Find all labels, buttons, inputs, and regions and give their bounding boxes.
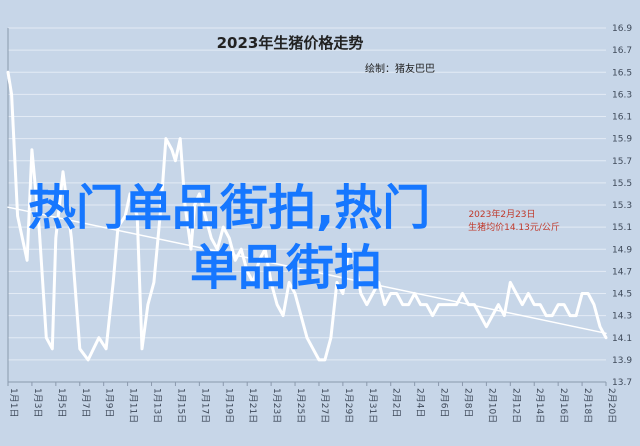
x-tick-label: 1月21日 bbox=[247, 388, 258, 423]
x-tick-label: 1月25日 bbox=[295, 388, 306, 423]
y-tick-label: 16.7 bbox=[612, 46, 632, 56]
x-tick-label: 1月9日 bbox=[104, 388, 115, 417]
axes bbox=[7, 28, 607, 386]
x-tick-label: 2月20日 bbox=[606, 388, 617, 423]
y-tick-label: 15.5 bbox=[612, 179, 632, 189]
x-tick-label: 2月18日 bbox=[582, 388, 593, 423]
y-tick-label: 15.3 bbox=[612, 201, 632, 211]
chart-title: 2023年生猪价格走势 bbox=[217, 34, 364, 52]
y-tick-label: 16.9 bbox=[612, 24, 632, 34]
y-tick-labels: 16.9 16.7 16.5 16.3 16.1 15.9 15.7 15.5 15.3 15.1… bbox=[612, 24, 632, 388]
y-tick-label: 16.3 bbox=[612, 90, 632, 100]
x-tick-label: 1月11日 bbox=[128, 388, 139, 423]
x-tick-label: 2月10日 bbox=[486, 388, 497, 423]
y-tick-label: 15.1 bbox=[612, 223, 632, 233]
y-tick-label: 14.7 bbox=[612, 267, 632, 277]
x-tick-label: 1月31日 bbox=[367, 388, 378, 423]
x-tick-label: 1月23日 bbox=[271, 388, 282, 423]
y-tick-label: 14.3 bbox=[612, 312, 632, 322]
annotation-line-2: 生猪均价14.13元/公斤 bbox=[468, 221, 560, 233]
x-tick-label: 1月5日 bbox=[56, 388, 67, 417]
x-tick-label: 1月13日 bbox=[152, 388, 163, 423]
x-tick-label: 1月17日 bbox=[199, 388, 210, 423]
x-tick-labels: 1月1日 1月3日 1月5日 1月7日 1月9日 1月11日 1月13日 1月15日 1月17日… bbox=[8, 388, 617, 423]
x-tick-label: 2月16日 bbox=[558, 388, 569, 423]
x-tick-label: 1月15日 bbox=[175, 388, 186, 423]
y-tick-label: 13.7 bbox=[612, 378, 632, 388]
overlay-watermark-line-2: 单品街拍 bbox=[190, 240, 382, 296]
x-tick-label: 1月19日 bbox=[223, 388, 234, 423]
x-tick-label: 1月3日 bbox=[32, 388, 43, 417]
y-tick-label: 13.9 bbox=[612, 356, 632, 366]
y-tick-label: 15.9 bbox=[612, 135, 632, 145]
y-tick-label: 16.5 bbox=[612, 68, 632, 78]
y-tick-label: 14.9 bbox=[612, 245, 632, 255]
x-tick-label: 1月27日 bbox=[319, 388, 330, 423]
price-series-line bbox=[6, 70, 608, 362]
annotation-line-1: 2023年2月23日 bbox=[468, 208, 535, 220]
x-tick-label: 2月8日 bbox=[462, 388, 473, 417]
trend-line bbox=[7, 206, 607, 335]
x-tick-label: 2月14日 bbox=[534, 388, 545, 423]
y-tick-label: 16.1 bbox=[612, 113, 632, 123]
overlay-watermark-line-1: 热门单品街拍,热门 bbox=[28, 180, 430, 236]
y-tick-label: 14.5 bbox=[612, 290, 632, 300]
y-tick-label: 14.1 bbox=[612, 334, 632, 344]
series-lines bbox=[6, 70, 608, 362]
x-tick-label: 1月1日 bbox=[8, 388, 19, 417]
x-tick-label: 2月4日 bbox=[415, 388, 426, 417]
x-tick-label: 1月7日 bbox=[80, 388, 91, 417]
x-tick-label: 2月6日 bbox=[439, 388, 450, 417]
x-tick-label: 1月29日 bbox=[343, 388, 354, 423]
y-tick-label: 15.7 bbox=[612, 157, 632, 167]
x-tick-label: 2月2日 bbox=[391, 388, 402, 417]
x-tick-label: 2月12日 bbox=[510, 388, 521, 423]
chart-subtitle: 绘制：猪友巴巴 bbox=[365, 62, 435, 75]
